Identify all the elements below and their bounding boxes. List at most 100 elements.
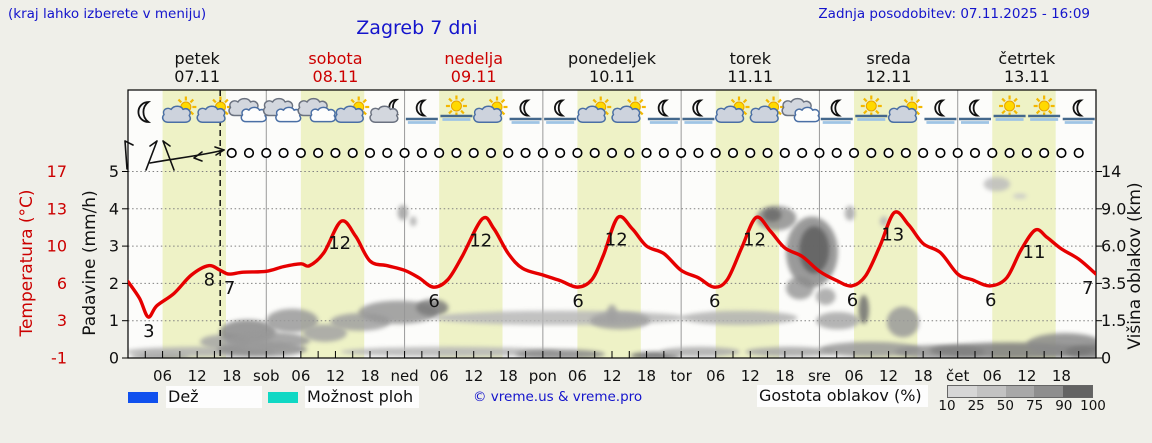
temperature-value-label: 13	[881, 225, 904, 246]
daylight-band	[162, 90, 226, 358]
cloud-blob	[815, 311, 860, 330]
time-tick-label: 06	[430, 367, 449, 385]
time-tick-label: 06	[153, 367, 172, 385]
time-tick-label: 12	[326, 367, 345, 385]
cloud-shape	[611, 105, 641, 123]
moon-crescent	[1072, 99, 1084, 117]
cloud-blob	[397, 204, 409, 221]
sun-ray	[448, 97, 453, 103]
density-scale-segment	[1034, 386, 1064, 397]
sun-ray	[1013, 97, 1018, 103]
cloud-cover-symbol	[1039, 147, 1050, 159]
sun-ray	[627, 98, 632, 104]
cloud-blob	[266, 308, 319, 333]
time-tick-label: 12	[602, 367, 621, 385]
sun-ray	[915, 110, 921, 116]
wind-barb	[124, 140, 134, 170]
cloud-blob	[815, 288, 836, 305]
temperature-value-label: 6	[428, 291, 439, 312]
wind-barbs	[124, 140, 225, 171]
cloud-cover-symbol	[641, 147, 652, 159]
cloud-shape	[161, 105, 192, 123]
wind-barb	[214, 146, 225, 156]
day-header-ponedeljek: ponedeljek 10.11	[568, 50, 656, 86]
day-date: 12.11	[865, 67, 912, 86]
day-date: 09.11	[450, 67, 497, 86]
time-tick-label: 18	[914, 367, 933, 385]
cloud-blob	[844, 205, 856, 221]
sun-ray	[863, 97, 868, 103]
time-tick-label: tor	[671, 367, 693, 385]
precipitation-tick-label: 4	[109, 199, 119, 218]
temperature-value-label: 12	[328, 233, 351, 254]
moon-crescent	[554, 99, 566, 117]
time-tick-label: 06	[291, 367, 310, 385]
clouds-icon	[781, 97, 820, 123]
sun-ray	[1047, 97, 1053, 103]
temperature-value-label: 6	[985, 290, 996, 311]
cloud-shape	[275, 106, 302, 123]
moon-crescent	[415, 99, 427, 117]
cloud-blob	[660, 346, 740, 357]
density-scale-segment	[976, 386, 1006, 397]
sun-fog-icon	[440, 95, 473, 121]
cloud-cover-symbol	[987, 147, 998, 159]
cloud-height-tick-label: 14	[1101, 162, 1121, 181]
sun-cloud-icon	[334, 96, 370, 123]
day-header-četrtek: četrtek 13.11	[998, 50, 1055, 86]
day-name: sreda	[866, 49, 911, 68]
sun-ray	[604, 110, 609, 116]
sun-fog-icon	[1028, 95, 1061, 121]
sun-ray	[500, 110, 506, 116]
sun-ray	[777, 110, 782, 116]
moon-cloud-icon	[369, 98, 400, 123]
cloud-shape	[369, 105, 399, 123]
cloud-cover-symbol	[330, 147, 341, 159]
density-scale-segment	[948, 386, 977, 397]
cloud-blob	[682, 310, 798, 326]
cloud-cover-symbol	[572, 147, 583, 159]
cloud-cover-symbol	[364, 147, 376, 159]
sun-cloud-icon	[196, 96, 231, 123]
day-name: petek	[174, 49, 220, 68]
cloud-blob	[886, 306, 920, 338]
sun-ray	[488, 98, 494, 104]
clouds-icon	[228, 97, 267, 123]
sun-ray	[362, 110, 367, 116]
cloud-cover-symbol	[745, 147, 756, 159]
day-name: ponedeljek	[568, 49, 656, 68]
sun-ray	[639, 110, 644, 116]
cloud-cover-symbol	[883, 147, 894, 159]
cloud-cover-symbol	[1004, 147, 1015, 159]
moon-fog-icon	[509, 99, 542, 124]
day-name: nedelja	[444, 49, 504, 68]
temperature-tick-label: 17	[47, 162, 67, 181]
day-header-torek: torek 11.11	[727, 50, 773, 86]
time-tick-label: sob	[253, 367, 280, 385]
moon-crescent	[137, 101, 152, 123]
copyright-link[interactable]: © vreme.us & vreme.pro	[473, 389, 643, 405]
day-name: torek	[729, 49, 771, 68]
cloud-blob	[590, 311, 651, 330]
cloud-cover-symbol	[226, 147, 237, 159]
cloud-height-tick-label: 0	[1101, 349, 1111, 368]
cloud-cover-symbol	[831, 147, 842, 159]
day-header-nedelja: nedelja 09.11	[444, 50, 503, 86]
cloud-cover-symbol	[935, 147, 946, 159]
cloud-blob	[409, 216, 417, 227]
cloud-cover-symbol	[399, 147, 410, 159]
cloud-cover-symbol	[848, 147, 860, 159]
moon-fog-icon	[959, 99, 991, 124]
moon-fog-icon	[924, 99, 957, 124]
temperature-tick-label: -1	[51, 349, 67, 368]
day-date: 13.11	[1003, 67, 1050, 86]
cloud-cover-symbol	[468, 147, 479, 159]
sun-ray	[350, 98, 355, 104]
sun-ray	[448, 109, 453, 115]
precipitation-tick-label: 3	[109, 237, 119, 256]
showers-legend-swatch	[268, 392, 298, 403]
cloud-cover-symbol	[1021, 147, 1032, 159]
sun-ray	[604, 98, 609, 104]
cloud-cover-symbol	[658, 147, 669, 159]
